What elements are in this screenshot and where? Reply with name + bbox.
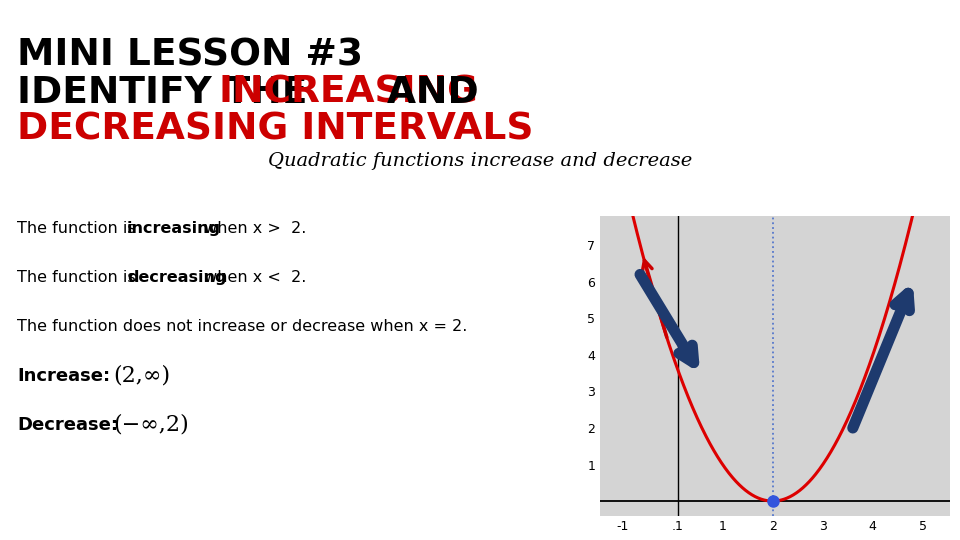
Text: AND: AND: [373, 75, 478, 111]
Text: IDENTIFY THE: IDENTIFY THE: [17, 75, 321, 111]
Text: DECREASING INTERVALS: DECREASING INTERVALS: [17, 112, 534, 148]
Text: MINI LESSON #3: MINI LESSON #3: [17, 38, 363, 74]
Text: The function is: The function is: [17, 221, 141, 237]
Text: Decrease:: Decrease:: [17, 416, 118, 434]
Text: The function does not increase or decrease when x = 2.: The function does not increase or decrea…: [17, 319, 468, 334]
Text: decreasing: decreasing: [127, 270, 227, 285]
Text: INCREASING: INCREASING: [219, 75, 479, 111]
Text: when x >  2.: when x > 2.: [199, 221, 306, 237]
Text: (−∞,2): (−∞,2): [113, 413, 189, 435]
Text: when x <  2.: when x < 2.: [199, 270, 306, 285]
Text: The function is: The function is: [17, 270, 141, 285]
Text: Quadratic functions increase and decrease: Quadratic functions increase and decreas…: [268, 152, 692, 170]
Text: (2,∞): (2,∞): [113, 364, 171, 387]
Text: increasing: increasing: [127, 221, 221, 237]
Text: Increase:: Increase:: [17, 367, 110, 385]
